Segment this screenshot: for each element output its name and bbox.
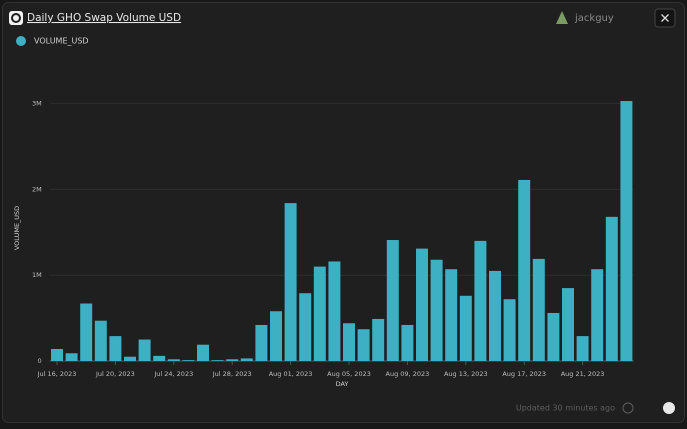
avatar xyxy=(556,11,568,24)
bar xyxy=(416,248,428,361)
bar xyxy=(109,336,122,361)
bar xyxy=(459,295,472,361)
x-tick-label: Jul 16, 2023 xyxy=(37,370,77,378)
bar xyxy=(562,288,574,361)
x-tick-label: Aug 21, 2023 xyxy=(561,370,605,378)
y-tick-label: 2M xyxy=(32,185,42,193)
bar xyxy=(372,318,385,361)
x-tick-label: Aug 09, 2023 xyxy=(386,370,430,378)
x-tick-label: Aug 13, 2023 xyxy=(444,370,488,378)
bar xyxy=(328,261,341,361)
bar xyxy=(211,360,224,361)
bar xyxy=(343,323,355,361)
x-tick-label: Aug 05, 2023 xyxy=(327,370,371,378)
x-axis-label: DAY xyxy=(336,380,349,388)
refresh-icon[interactable] xyxy=(622,402,634,414)
app-icon-glyph xyxy=(11,13,21,23)
y-tick-label: 1M xyxy=(32,271,42,279)
bar xyxy=(445,269,458,361)
bar xyxy=(51,348,63,361)
bar xyxy=(518,179,531,361)
bar xyxy=(430,259,443,361)
bar xyxy=(240,358,253,361)
y-axis-label: VOLUME_USD xyxy=(13,206,21,250)
updated-text: Updated 30 minutes ago xyxy=(516,404,615,413)
bar xyxy=(474,240,487,361)
bar xyxy=(94,320,107,361)
bar xyxy=(357,329,370,361)
bar xyxy=(226,359,239,361)
y-tick-label: 0 xyxy=(38,357,42,365)
bar xyxy=(313,266,326,361)
bar xyxy=(255,324,268,361)
y-tick-label: 3M xyxy=(32,100,42,108)
x-tick-label: Jul 20, 2023 xyxy=(95,370,135,378)
bar xyxy=(576,336,589,361)
bar xyxy=(503,299,516,361)
bar xyxy=(401,324,414,361)
close-icon xyxy=(661,14,669,22)
bar xyxy=(386,240,399,361)
bar xyxy=(547,312,560,361)
x-tick-label: Jul 28, 2023 xyxy=(212,370,252,378)
bar xyxy=(65,353,78,361)
bar xyxy=(138,339,151,361)
legend-label[interactable]: VOLUME_USD xyxy=(34,37,89,46)
plot: 0 1M 2M 3M Jul 16, 2023 Jul 20, 2023 Jul 24, 2… xyxy=(32,100,634,378)
chart-title[interactable]: Daily GHO Swap Volume USD xyxy=(27,12,181,24)
bar xyxy=(124,356,136,361)
bar xyxy=(167,359,180,361)
x-tick-label: Aug 17, 2023 xyxy=(502,370,546,378)
bar xyxy=(197,344,209,361)
bar xyxy=(620,101,633,361)
x-tick-label: Jul 24, 2023 xyxy=(153,370,193,378)
bar xyxy=(605,216,618,361)
bar xyxy=(532,258,545,361)
bar xyxy=(489,270,501,361)
user-name[interactable]: jackguy xyxy=(574,13,614,24)
x-tick-label: Aug 01, 2023 xyxy=(269,370,313,378)
bar xyxy=(182,360,195,361)
clock-button[interactable] xyxy=(663,402,675,414)
bar xyxy=(153,355,166,361)
bar xyxy=(270,311,282,361)
bar xyxy=(591,269,604,361)
legend-swatch xyxy=(16,36,26,46)
bar xyxy=(299,293,312,361)
bar xyxy=(284,203,297,361)
bar xyxy=(80,303,93,361)
